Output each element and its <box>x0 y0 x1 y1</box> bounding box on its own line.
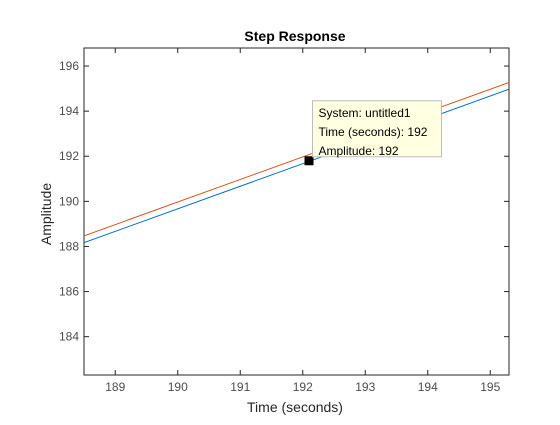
axes-frame <box>83 47 510 376</box>
x-tick-label: 190 <box>168 380 188 394</box>
x-axis-title: Time (seconds) <box>247 399 343 415</box>
y-tick-label: 196 <box>59 59 79 73</box>
y-tick-label: 194 <box>59 104 79 118</box>
datatip-line-2: Time (seconds): 192 <box>319 125 428 139</box>
datatip-marker[interactable] <box>304 156 314 166</box>
y-axis-title: Amplitude <box>38 183 54 245</box>
plot-area[interactable]: 189 190 191 192 193 194 195 184 186 188 190 192 194 1… <box>59 47 510 394</box>
chart-title: Step Response <box>244 28 345 44</box>
datatip-line-1: System: untitled1 <box>319 106 411 120</box>
x-tick-label: 189 <box>105 380 125 394</box>
y-tick-label: 186 <box>59 285 79 299</box>
x-tick-label: 194 <box>418 380 438 394</box>
y-tick-label: 188 <box>59 239 79 253</box>
y-tick-label: 192 <box>59 149 79 163</box>
datatip-line-3: Amplitude: 192 <box>319 144 399 158</box>
x-tick-label: 192 <box>293 380 313 394</box>
x-tick-label: 191 <box>230 380 250 394</box>
x-tick-label: 195 <box>480 380 500 394</box>
x-tick-label: 193 <box>355 380 375 394</box>
y-tick-label: 184 <box>59 330 79 344</box>
y-tick-label: 190 <box>59 194 79 208</box>
datatip-box[interactable] <box>312 100 442 158</box>
